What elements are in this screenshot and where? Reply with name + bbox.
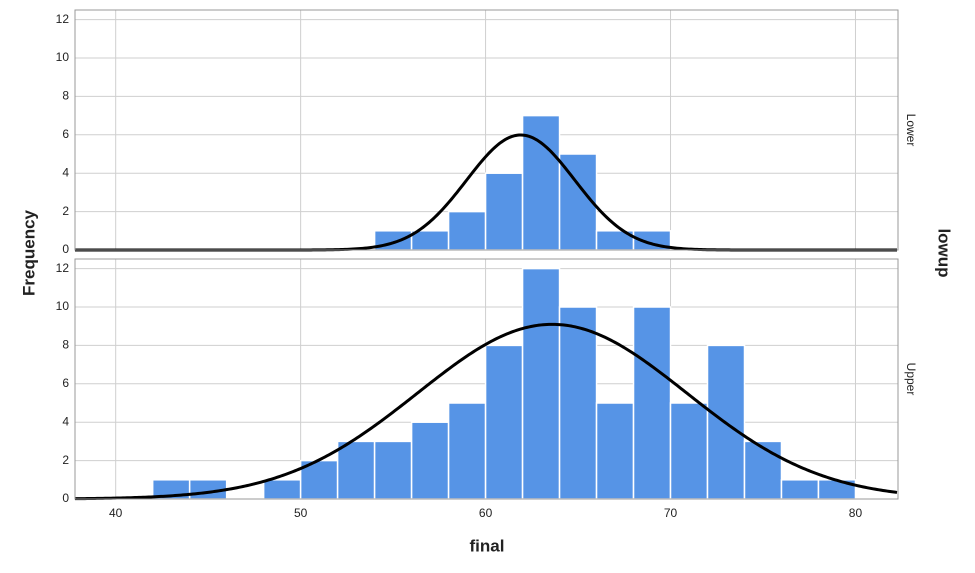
bar	[410, 230, 450, 251]
y-tick-label: 6	[62, 127, 69, 141]
y-tick-label: 0	[62, 242, 69, 256]
panel-label: Lower	[904, 114, 918, 147]
bar	[558, 306, 598, 500]
y-tick-label: 8	[62, 89, 69, 103]
y-tick-label: 12	[56, 261, 70, 275]
x-tick-label: 60	[479, 506, 493, 520]
bar	[632, 306, 672, 500]
bar	[484, 344, 524, 500]
y-tick-label: 10	[56, 299, 70, 313]
x-tick-label: 50	[294, 506, 308, 520]
bar	[262, 479, 302, 500]
bar	[521, 114, 561, 251]
x-tick-label: 70	[664, 506, 678, 520]
bar	[373, 440, 413, 500]
y-tick-label: 2	[62, 204, 69, 218]
y-axis-label: Frequency	[19, 209, 38, 296]
bar	[447, 402, 487, 500]
bar	[743, 440, 783, 500]
panel-frame	[74, 9, 899, 251]
y-tick-label: 4	[62, 414, 69, 428]
panel-frame	[74, 258, 899, 500]
normal-curve	[74, 322, 898, 501]
x-tick-label: 80	[849, 506, 863, 520]
bar	[780, 479, 820, 500]
y-tick-label: 10	[56, 50, 70, 64]
bar	[595, 402, 635, 500]
y-tick-label: 8	[62, 338, 69, 352]
bar	[521, 267, 561, 500]
panel-label: Upper	[904, 363, 918, 396]
y-tick-label: 6	[62, 376, 69, 390]
facet-label: lowup	[935, 228, 954, 277]
bar	[484, 172, 524, 251]
bar	[336, 440, 376, 500]
x-axis-label: final	[470, 536, 505, 555]
bar	[669, 402, 709, 500]
y-tick-label: 0	[62, 491, 69, 505]
x-tick-label: 40	[109, 506, 123, 520]
y-tick-label: 12	[56, 12, 70, 26]
bar	[447, 210, 487, 251]
y-tick-label: 2	[62, 453, 69, 467]
bar	[410, 421, 450, 500]
y-tick-label: 4	[62, 165, 69, 179]
